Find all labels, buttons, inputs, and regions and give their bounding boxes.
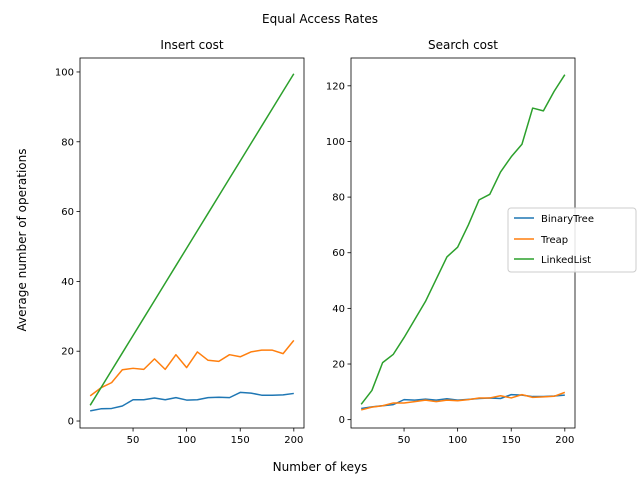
insert-cost-ytick-label-0: 0 bbox=[68, 417, 74, 428]
insert-cost-plot-area bbox=[80, 58, 304, 428]
search-cost-series bbox=[360, 74, 566, 411]
legend-label-treap: Treap bbox=[540, 235, 568, 246]
insert-cost-ytick-label-40: 40 bbox=[61, 277, 74, 288]
search-cost-ytick-label-120: 120 bbox=[326, 81, 345, 92]
legend-box bbox=[507, 207, 637, 273]
search-cost-ytick-label-60: 60 bbox=[332, 248, 345, 259]
figure-title: Equal Access Rates bbox=[262, 12, 378, 26]
search-cost-ytick-label-40: 40 bbox=[332, 304, 345, 315]
insert-cost-ytick-label-100: 100 bbox=[55, 67, 74, 78]
legend-label-binarytree: BinaryTree bbox=[541, 214, 594, 225]
insert-cost-series-binarytree bbox=[90, 391, 294, 412]
search-cost-ticks: 50 100 150 200 0 20 40 60 80 100 120 bbox=[326, 81, 574, 446]
insert-cost-series bbox=[89, 73, 295, 412]
legend-label-linkedlist: LinkedList bbox=[541, 255, 591, 266]
search-cost-xtick-label-100: 100 bbox=[448, 435, 467, 446]
search-cost-xtick-label-50: 50 bbox=[398, 435, 411, 446]
insert-cost-xtick-label-200: 200 bbox=[284, 435, 303, 446]
insert-cost-ytick-label-80: 80 bbox=[61, 137, 74, 148]
insert-cost-xtick-label-50: 50 bbox=[127, 435, 140, 446]
insert-cost-xtick-label-150: 150 bbox=[231, 435, 250, 446]
insert-cost-title: Insert cost bbox=[160, 38, 223, 52]
insert-cost-axes-frame bbox=[79, 57, 305, 429]
search-cost-ytick-label-80: 80 bbox=[332, 193, 345, 204]
search-cost-xtick-label-150: 150 bbox=[502, 435, 521, 446]
insert-cost-series-linkedlist bbox=[89, 73, 295, 406]
insert-cost-ytick-label-60: 60 bbox=[61, 207, 74, 218]
search-cost-ytick-label-20: 20 bbox=[332, 360, 345, 371]
search-cost-ytick-label-100: 100 bbox=[326, 137, 345, 148]
insert-cost-series-treap bbox=[89, 339, 295, 397]
search-cost-ytick-label-0: 0 bbox=[339, 415, 345, 426]
insert-cost-ytick-label-20: 20 bbox=[61, 347, 74, 358]
insert-cost-panel: Insert cost 50 100 150 200 0 20 40 60 80 100 bbox=[55, 38, 305, 446]
search-cost-xtick-label-200: 200 bbox=[555, 435, 574, 446]
search-cost-title: Search cost bbox=[428, 38, 498, 52]
x-axis-label: Number of keys bbox=[273, 460, 368, 474]
legend: BinaryTree Treap LinkedList bbox=[507, 207, 637, 273]
search-cost-series-treap bbox=[360, 391, 566, 411]
search-cost-series-linkedlist bbox=[360, 74, 566, 405]
insert-cost-ticks: 50 100 150 200 0 20 40 60 80 100 bbox=[55, 67, 303, 446]
y-axis-label: Average number of operations bbox=[15, 149, 29, 332]
insert-cost-xtick-label-100: 100 bbox=[177, 435, 196, 446]
